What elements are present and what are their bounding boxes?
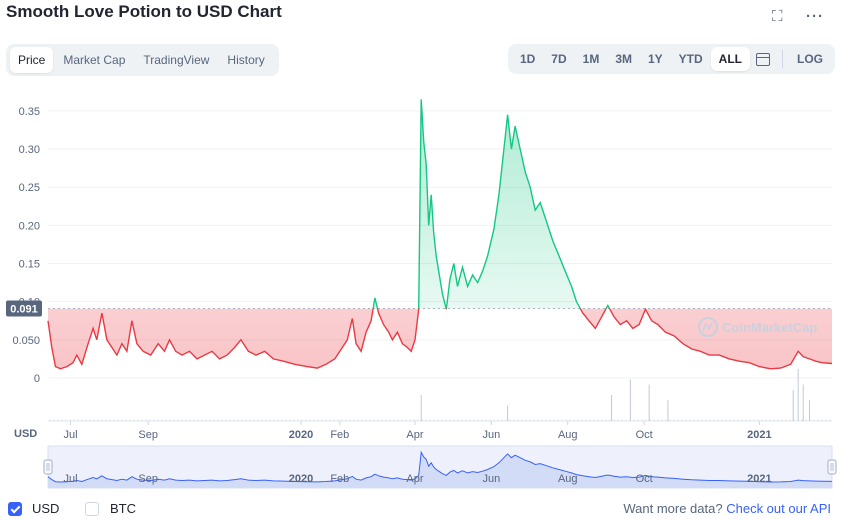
- range-3m[interactable]: 3M: [615, 52, 632, 66]
- range-1y[interactable]: 1Y: [647, 52, 663, 66]
- tab-tradingview[interactable]: TradingView: [143, 53, 210, 67]
- navigator-right-handle[interactable]: [827, 459, 837, 475]
- y-tick-label: 0.35: [19, 106, 40, 118]
- y-tick-label: 0.050: [12, 335, 40, 347]
- range-7d[interactable]: 7D: [551, 52, 567, 66]
- y-tick-label: 0.30: [19, 144, 40, 156]
- x-tick-label: 2021: [747, 429, 771, 441]
- navigator-tick-label: Jun: [482, 473, 500, 485]
- range-all[interactable]: ALL: [710, 47, 750, 71]
- tab-price[interactable]: Price: [10, 47, 54, 73]
- btc-checkbox-label: BTC: [110, 501, 136, 516]
- coinmarketcap-logo-mark: [702, 322, 713, 332]
- price-area-below-baseline: [48, 308, 832, 369]
- btc-checkbox[interactable]: [85, 502, 99, 516]
- y-tick-label: 0.20: [19, 220, 40, 232]
- want-more-data-text: Want more data?: [623, 501, 723, 516]
- calendar-icon[interactable]: [756, 52, 770, 66]
- usd-checkbox[interactable]: [8, 502, 22, 516]
- current-price-value: 0.091: [10, 304, 38, 316]
- navigator-tick-label: 2021: [747, 473, 771, 485]
- navigator-left-handle[interactable]: [43, 459, 53, 475]
- chart-type-tabs: Price Market Cap TradingView History: [6, 44, 279, 76]
- current-price-badge: [6, 300, 42, 317]
- navigator-tick-label: Feb: [330, 473, 349, 485]
- coinmarketcap-logo-icon: [698, 317, 718, 337]
- api-link[interactable]: Check out our API: [726, 501, 831, 516]
- navigator-tick-label: Aug: [558, 473, 578, 485]
- watermark-text: CoinMarketCap: [722, 320, 817, 335]
- navigator-area: [48, 452, 832, 488]
- time-range-selector: 1D 7D 1M 3M 1Y YTD ALL LOG: [507, 44, 835, 74]
- navigator-tick-label: Sep: [138, 473, 158, 485]
- x-tick-label: Jun: [482, 429, 500, 441]
- price-line-below-baseline: [47, 308, 833, 370]
- divider: [782, 50, 783, 68]
- y-tick-label: 0.15: [19, 259, 40, 271]
- price-area-above-baseline: [373, 99, 610, 309]
- log-toggle[interactable]: LOG: [797, 52, 823, 66]
- range-ytd[interactable]: YTD: [678, 52, 703, 66]
- x-tick-label: Jul: [64, 429, 78, 441]
- x-tick-label: Feb: [330, 429, 349, 441]
- currency-axis-label: USD: [14, 428, 37, 440]
- x-tick-label: Oct: [636, 429, 653, 441]
- fullscreen-icon[interactable]: ⛶: [772, 8, 783, 25]
- navigator-tick-label: Jul: [64, 473, 78, 485]
- more-options-icon[interactable]: ···: [806, 8, 824, 25]
- range-1m[interactable]: 1M: [582, 52, 600, 66]
- y-tick-label: 0: [34, 373, 40, 385]
- tab-market-cap[interactable]: Market Cap: [63, 53, 126, 67]
- x-tick-label: 2020: [289, 429, 313, 441]
- usd-checkbox-label: USD: [32, 501, 60, 516]
- tab-history[interactable]: History: [227, 53, 265, 67]
- range-1d[interactable]: 1D: [519, 52, 536, 66]
- x-tick-label: Apr: [406, 429, 423, 441]
- navigator-tick-label: Oct: [636, 473, 653, 485]
- x-tick-label: Aug: [558, 429, 578, 441]
- y-tick-label: 0.25: [19, 182, 40, 194]
- navigator-tick-label: 2020: [289, 473, 313, 485]
- navigator-line: [47, 450, 833, 483]
- chart-title: Smooth Love Potion to USD Chart: [6, 2, 282, 21]
- navigator-tick-label: Apr: [406, 473, 423, 485]
- x-tick-label: Sep: [138, 429, 158, 441]
- price-line-above-baseline: [372, 99, 646, 309]
